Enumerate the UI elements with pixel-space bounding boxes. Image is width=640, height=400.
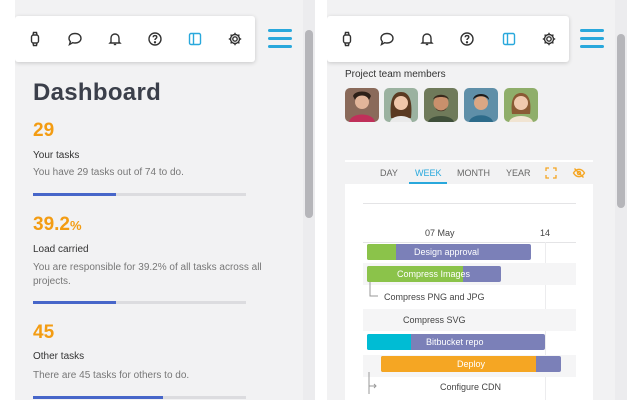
tab-week-underline <box>409 182 447 184</box>
load-carried-value: 39.2% <box>33 214 82 235</box>
avatar[interactable] <box>504 88 538 122</box>
other-tasks-label: Other tasks <box>33 351 85 362</box>
fullscreen-icon[interactable] <box>544 166 558 180</box>
scrollbar[interactable] <box>303 0 315 400</box>
gantt-header-line <box>363 242 576 243</box>
dependency-arrow <box>368 372 377 394</box>
members-title: Project team members <box>345 69 446 80</box>
scrollbar-thumb[interactable] <box>305 30 313 218</box>
toolbar <box>327 16 569 62</box>
load-carried-progress-fill <box>33 301 117 304</box>
bell-icon[interactable] <box>417 29 437 49</box>
load-carried-description: You are responsible for 39.2% of all tas… <box>33 262 262 287</box>
your-tasks-value: 29 <box>33 120 55 141</box>
dependency-arrow <box>369 282 378 297</box>
other-tasks-progress <box>33 396 246 399</box>
chat-icon[interactable] <box>377 29 397 49</box>
other-tasks-value: 45 <box>33 322 55 343</box>
gantt-bar-label: Design approval <box>414 247 480 257</box>
dashboard-panel: Dashboard 29 Your tasks You have 29 task… <box>15 0 315 400</box>
your-tasks-progress <box>33 193 246 196</box>
tab-day[interactable]: DAY <box>380 168 398 178</box>
page-title: Dashboard <box>33 79 162 106</box>
other-tasks-progress-fill <box>33 396 163 399</box>
gear-icon[interactable] <box>225 29 245 49</box>
chat-icon[interactable] <box>65 29 85 49</box>
help-icon[interactable] <box>145 29 165 49</box>
hide-icon[interactable] <box>572 166 586 180</box>
gantt-bar-progress <box>367 266 463 282</box>
task-configure-cdn[interactable]: Configure CDN <box>440 382 502 392</box>
gantt-bar-progress <box>367 244 396 260</box>
sidebar-icon[interactable] <box>185 29 205 49</box>
gantt-row-stripe <box>363 309 576 331</box>
avatar[interactable] <box>424 88 458 122</box>
avatar[interactable] <box>384 88 418 122</box>
gear-icon[interactable] <box>539 29 559 49</box>
tab-month[interactable]: MONTH <box>457 168 490 178</box>
date-label-week-2: 14 <box>540 228 551 238</box>
help-icon[interactable] <box>457 29 477 49</box>
your-tasks-label: Your tasks <box>33 150 80 161</box>
menu-icon[interactable] <box>580 29 604 49</box>
timeline-tabs: DAY WEEK MONTH YEAR <box>345 162 593 184</box>
watch-icon[interactable] <box>25 29 45 49</box>
avatar[interactable] <box>464 88 498 122</box>
menu-icon[interactable] <box>268 29 292 49</box>
your-tasks-progress-fill <box>33 193 117 196</box>
other-tasks-description: There are 45 tasks for others to do. <box>33 370 190 381</box>
toolbar <box>15 16 255 62</box>
gantt-bar-label: Deploy <box>457 359 486 369</box>
load-carried-label: Load carried <box>33 244 89 255</box>
gantt-bar-design-approval[interactable] <box>367 244 531 260</box>
gantt-bar-label: Compress Images <box>397 269 471 279</box>
scrollbar-thumb[interactable] <box>617 34 625 208</box>
avatar[interactable] <box>345 88 379 122</box>
tab-year[interactable]: YEAR <box>506 168 531 178</box>
gantt-divider <box>363 203 576 204</box>
sidebar-icon[interactable] <box>499 29 519 49</box>
task-compress-png[interactable]: Compress PNG and JPG <box>384 292 485 302</box>
gantt-bar-label: Bitbucket repo <box>426 337 484 347</box>
gantt-bar-progress <box>381 356 536 372</box>
date-label-week-1: 07 May <box>425 228 455 238</box>
gantt-bar-progress <box>367 334 411 350</box>
task-compress-svg[interactable]: Compress SVG <box>403 315 466 325</box>
scrollbar[interactable] <box>615 0 627 400</box>
watch-icon[interactable] <box>337 29 357 49</box>
load-carried-progress <box>33 301 246 304</box>
gantt-bar-bitbucket-repo[interactable] <box>367 334 545 350</box>
bell-icon[interactable] <box>105 29 125 49</box>
project-panel: Project team members DAY WEEK MONTH YEAR… <box>327 0 627 400</box>
your-tasks-description: You have 29 tasks out of 74 to do. <box>33 167 184 178</box>
tab-week[interactable]: WEEK <box>415 168 442 178</box>
